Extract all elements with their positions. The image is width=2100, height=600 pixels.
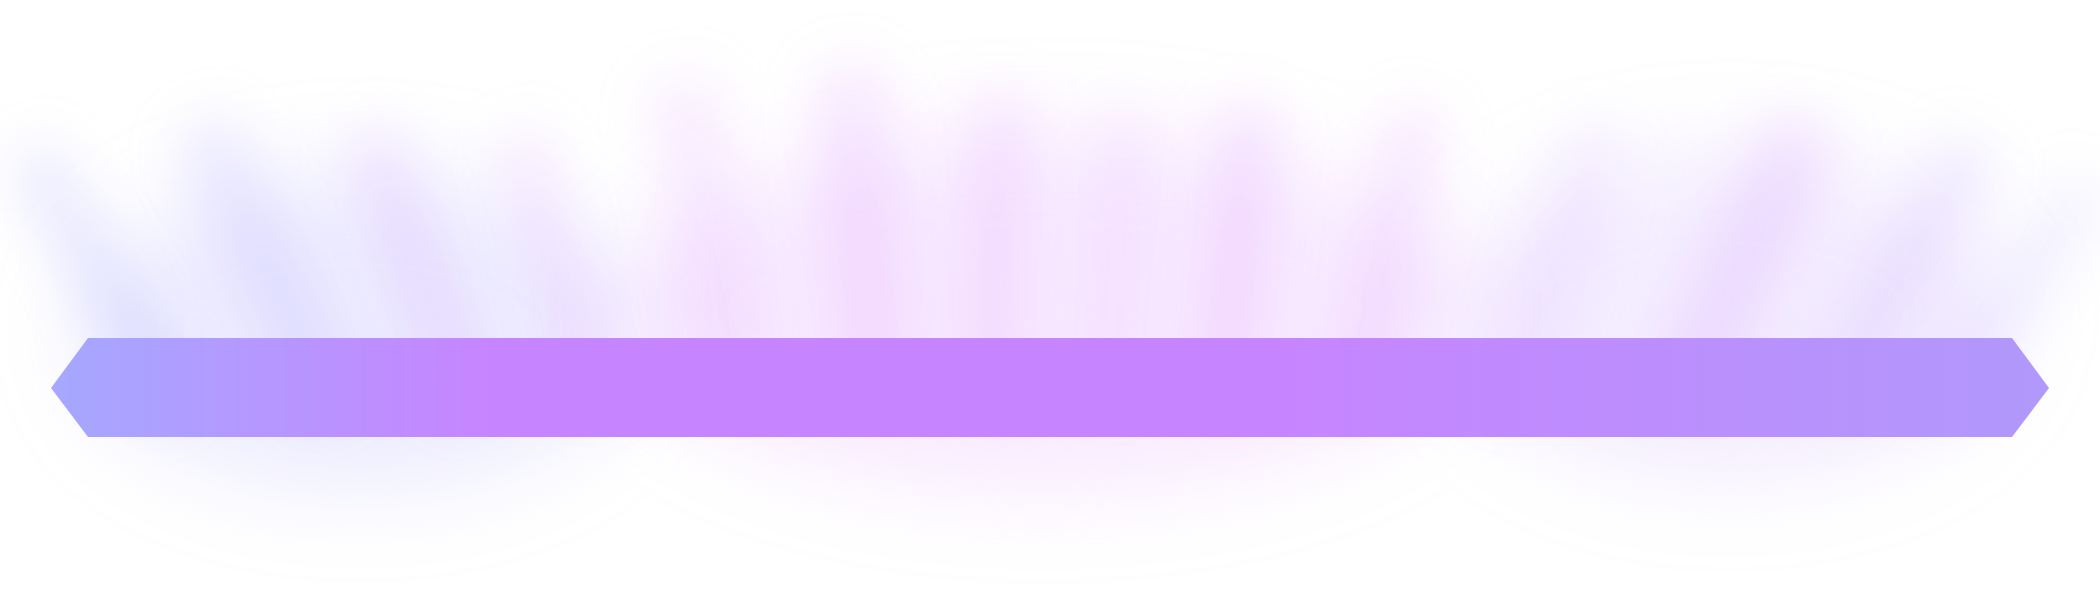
banner-shape xyxy=(51,338,2049,437)
